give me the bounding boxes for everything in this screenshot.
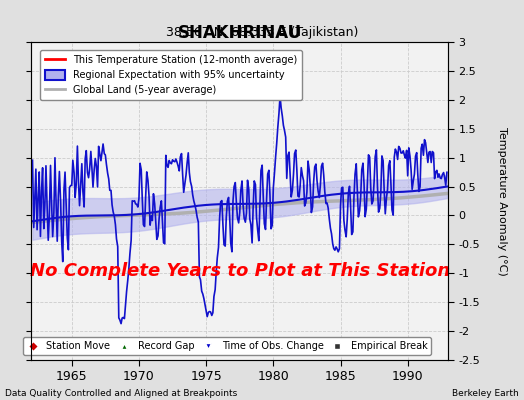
Title: SHAKHRINAU: SHAKHRINAU: [178, 24, 302, 42]
Y-axis label: Temperature Anomaly (°C): Temperature Anomaly (°C): [497, 127, 507, 275]
Text: Berkeley Earth: Berkeley Earth: [452, 389, 519, 398]
Legend: Station Move, Record Gap, Time of Obs. Change, Empirical Break: Station Move, Record Gap, Time of Obs. C…: [23, 337, 431, 355]
Text: No Complete Years to Plot at This Station: No Complete Years to Plot at This Statio…: [29, 262, 450, 280]
Text: Data Quality Controlled and Aligned at Breakpoints: Data Quality Controlled and Aligned at B…: [5, 389, 237, 398]
Text: 38.567 N, 68.333 E (Tajikistan): 38.567 N, 68.333 E (Tajikistan): [166, 26, 358, 39]
